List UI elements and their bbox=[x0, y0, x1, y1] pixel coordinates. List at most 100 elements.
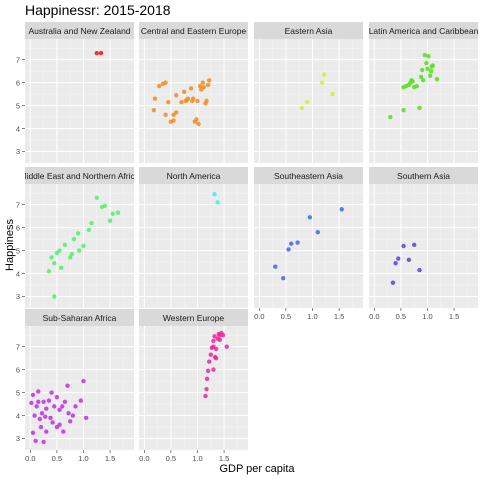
data-point bbox=[390, 280, 396, 285]
data-point bbox=[69, 251, 74, 257]
data-point bbox=[29, 400, 34, 406]
data-point bbox=[185, 96, 191, 101]
strip-label-australia-and-new-zealand: Australia and New Zealand bbox=[28, 26, 130, 36]
facet-north-america: North America bbox=[139, 167, 248, 309]
strip-western-europe bbox=[139, 309, 248, 326]
data-point bbox=[410, 79, 415, 84]
x-tick-label: 0.5 bbox=[281, 312, 291, 321]
data-point bbox=[205, 82, 211, 88]
y-tick-label: 6 bbox=[16, 223, 20, 232]
data-point bbox=[197, 83, 203, 89]
data-point bbox=[44, 406, 49, 411]
data-point bbox=[38, 424, 44, 430]
data-point bbox=[217, 337, 223, 342]
x-tick-label: 1.0 bbox=[78, 454, 88, 463]
strip-southern-asia bbox=[369, 167, 478, 184]
data-point bbox=[212, 334, 217, 339]
y-tick-label: 5 bbox=[16, 246, 20, 255]
data-point bbox=[57, 422, 62, 427]
data-point bbox=[205, 368, 211, 373]
facet-central-and-eastern-europe: Central and Eastern Europe bbox=[139, 22, 248, 164]
data-point bbox=[429, 68, 434, 74]
data-point bbox=[115, 210, 121, 215]
y-tick-label: 7 bbox=[16, 55, 20, 64]
strip-latin-america-and-caribbean bbox=[369, 22, 478, 39]
facet-western-europe: Western Europe 0.0 0.5 1.0 1.5 bbox=[139, 309, 248, 463]
strip-label-middle-east-and-northern-africa: Middle East and Northern Africa bbox=[19, 171, 139, 181]
data-point bbox=[34, 404, 39, 409]
data-point bbox=[60, 404, 65, 409]
strip-eastern-asia bbox=[254, 22, 363, 39]
data-point bbox=[425, 66, 430, 72]
data-point bbox=[39, 411, 45, 416]
facet-australia-and-new-zealand: Australia and New Zealand 3 4 5 6 7 bbox=[16, 22, 134, 164]
data-point bbox=[54, 394, 60, 400]
data-point bbox=[62, 399, 68, 404]
panel-background-latin-america-and-caribbean bbox=[369, 39, 478, 163]
data-point bbox=[94, 195, 99, 200]
y-tick-label: 4 bbox=[16, 411, 20, 420]
y-tick-label: 7 bbox=[16, 200, 20, 209]
data-point bbox=[213, 346, 219, 352]
data-point bbox=[57, 407, 62, 413]
data-point bbox=[188, 86, 194, 91]
x-tick-label: 1.0 bbox=[422, 312, 432, 321]
data-point bbox=[98, 50, 104, 56]
data-point bbox=[33, 438, 38, 444]
y-tick-label: 5 bbox=[16, 388, 20, 397]
data-point bbox=[417, 267, 422, 273]
data-point bbox=[36, 389, 41, 394]
strip-southeastern-asia bbox=[254, 167, 363, 184]
data-point bbox=[211, 367, 216, 372]
data-point bbox=[281, 275, 286, 281]
y-tick-label: 4 bbox=[16, 269, 20, 278]
data-point bbox=[52, 294, 57, 299]
data-point bbox=[49, 255, 54, 260]
data-point bbox=[62, 242, 68, 248]
data-point bbox=[67, 419, 73, 424]
data-point bbox=[208, 352, 213, 357]
facet-sub-saharan-africa: Sub-Saharan Africa 3 4 5 6 7 0.0 0.5 1.0 1.5 bbox=[16, 309, 134, 463]
data-point bbox=[191, 96, 196, 101]
data-point bbox=[434, 76, 440, 82]
data-point bbox=[52, 404, 57, 409]
data-point bbox=[204, 376, 210, 382]
x-tick-label: 0.0 bbox=[139, 454, 149, 463]
data-point bbox=[430, 63, 436, 68]
data-point bbox=[81, 243, 86, 249]
data-point bbox=[330, 91, 335, 97]
data-point bbox=[32, 413, 37, 418]
x-tick-label: 1.5 bbox=[334, 312, 344, 321]
data-point bbox=[65, 383, 70, 388]
data-point bbox=[151, 107, 157, 113]
x-tick-label: 0.5 bbox=[52, 454, 62, 463]
data-point bbox=[41, 439, 46, 445]
strip-label-latin-america-and-caribbean: Latin America and Caribbean bbox=[369, 26, 479, 36]
strip-label-central-and-eastern-europe: Central and Eastern Europe bbox=[141, 26, 247, 36]
strip-sub-saharan-africa bbox=[25, 309, 134, 326]
data-point bbox=[50, 420, 55, 425]
data-point bbox=[321, 72, 327, 77]
data-point bbox=[396, 256, 401, 261]
data-point bbox=[220, 332, 226, 338]
strip-label-eastern-asia: Eastern Asia bbox=[285, 26, 333, 36]
data-point bbox=[67, 255, 73, 260]
strip-middle-east-and-northern-africa bbox=[25, 167, 134, 184]
data-point bbox=[417, 105, 422, 111]
data-point bbox=[157, 83, 162, 89]
y-tick-label: 3 bbox=[16, 292, 20, 301]
data-point bbox=[273, 264, 278, 269]
data-point bbox=[81, 378, 86, 384]
y-tick-label: 3 bbox=[16, 147, 20, 156]
facet-eastern-asia: Eastern Asia bbox=[254, 22, 363, 164]
data-point bbox=[319, 80, 325, 85]
data-point bbox=[339, 207, 344, 212]
data-point bbox=[77, 248, 82, 253]
data-point bbox=[401, 107, 406, 113]
data-point bbox=[201, 85, 207, 90]
data-point bbox=[422, 52, 428, 58]
x-tick-label: 1.5 bbox=[449, 312, 459, 321]
data-point bbox=[211, 338, 216, 344]
strip-label-north-america: North America bbox=[167, 171, 221, 181]
